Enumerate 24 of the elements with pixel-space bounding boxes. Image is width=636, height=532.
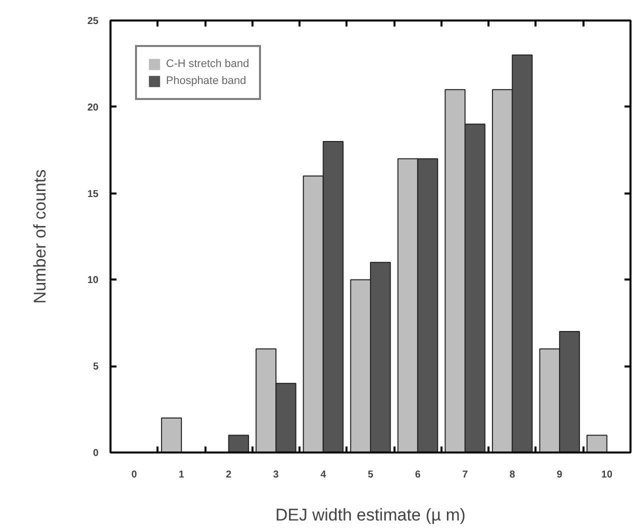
x-tick-label: 10 — [601, 470, 613, 480]
x-tick-label: 8 — [510, 470, 516, 480]
y-tick-label: 20 — [87, 102, 99, 114]
y-tick-label: 25 — [87, 16, 99, 27]
bar — [161, 417, 182, 452]
legend-label: Phosphate band — [166, 75, 246, 87]
y-tick-label: 10 — [87, 275, 99, 286]
bar — [586, 434, 608, 452]
bar — [228, 434, 250, 452]
y-tick-label: 5 — [92, 362, 99, 373]
x-tick-label: 3 — [273, 470, 280, 480]
x-tick-label: 9 — [556, 470, 563, 480]
x-tick-label: 0 — [131, 470, 138, 480]
x-tick-label: 7 — [462, 470, 468, 480]
x-tick-label: 2 — [226, 470, 232, 480]
y-tick-label: 0 — [92, 448, 99, 459]
y-tick-label: 15 — [87, 188, 99, 200]
x-tick-label: 6 — [414, 470, 421, 480]
x-axis-title: DEJ width estimate (µ m) — [275, 506, 466, 524]
y-axis-title: Number of counts — [30, 169, 50, 304]
x-tick-label: 5 — [368, 470, 374, 480]
legend-label: C-H stretch band — [166, 58, 250, 70]
x-tick-label: 1 — [178, 470, 185, 480]
x-tick-label: 4 — [320, 470, 326, 480]
